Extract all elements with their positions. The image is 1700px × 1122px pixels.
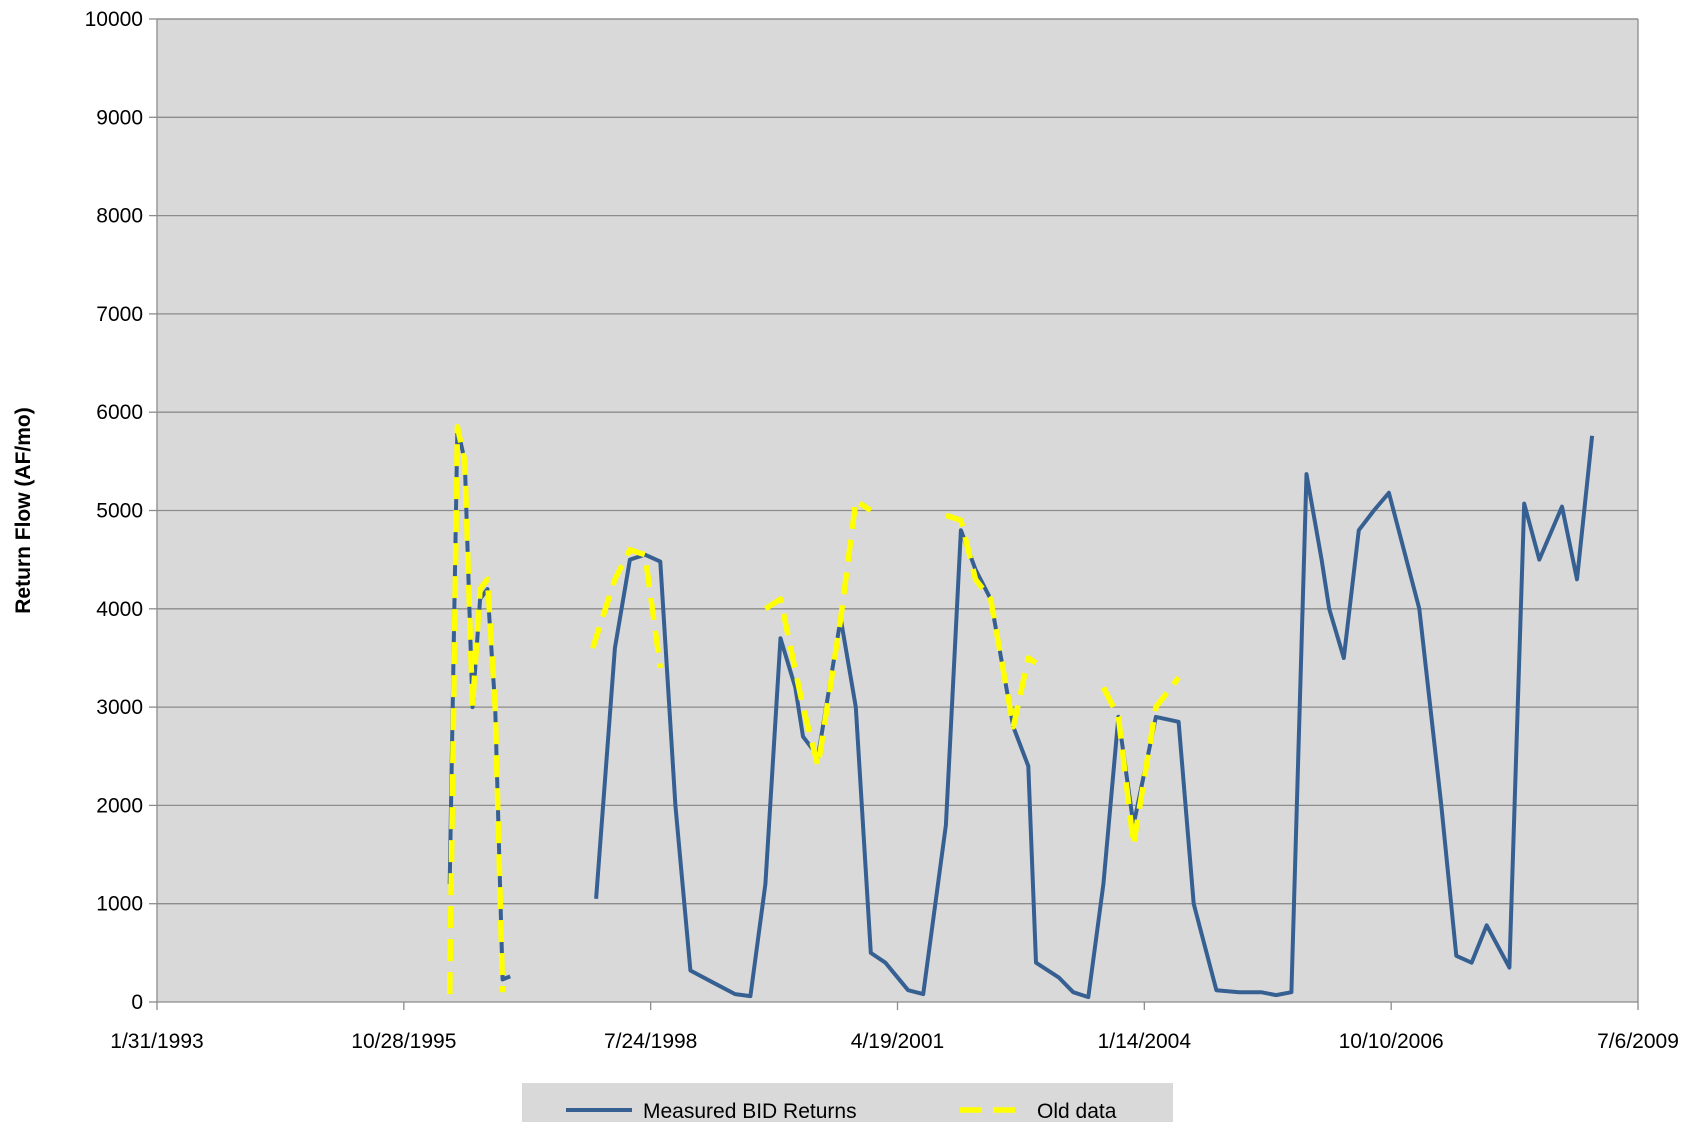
x-tick-label: 10/28/1995 bbox=[351, 1030, 456, 1053]
x-tick-label: 10/10/2006 bbox=[1339, 1030, 1444, 1053]
x-tick-label: 1/14/2004 bbox=[1098, 1030, 1192, 1053]
y-tick-label: 0 bbox=[131, 991, 143, 1014]
y-tick-label: 7000 bbox=[96, 303, 143, 326]
y-tick-label: 6000 bbox=[96, 401, 143, 424]
y-axis-title: Return Flow (AF/mo) bbox=[12, 407, 35, 613]
y-tick-label: 9000 bbox=[96, 106, 143, 129]
series-line-segment bbox=[590, 547, 664, 669]
series-old-data bbox=[446, 424, 1181, 995]
y-axis-tick-labels: 0 1000 2000 3000 4000 5000 6000 7000 8000 9000 100… bbox=[85, 8, 143, 1014]
x-tick-label: 7/6/2009 bbox=[1597, 1030, 1679, 1053]
series-line-segment bbox=[446, 424, 506, 995]
series-line-segment bbox=[763, 497, 873, 769]
y-tick-label: 4000 bbox=[96, 598, 143, 621]
series-line-segment bbox=[594, 435, 1595, 1000]
x-axis-tick-labels: 1/31/1993 10/28/1995 7/24/1998 4/19/2001 1/1… bbox=[110, 1030, 1679, 1053]
y-tick-label: 2000 bbox=[96, 794, 143, 817]
y-tick-label: 8000 bbox=[96, 205, 143, 228]
x-tick-label: 7/24/1998 bbox=[604, 1030, 697, 1053]
x-tick-label: 4/19/2001 bbox=[851, 1030, 944, 1053]
legend-label: Measured BID Returns bbox=[643, 1100, 857, 1122]
series-line-segment bbox=[945, 512, 1038, 730]
gridlines bbox=[157, 18, 1638, 905]
y-tick-label: 10000 bbox=[85, 8, 143, 31]
legend-box bbox=[522, 1083, 1173, 1122]
series-layer bbox=[446, 424, 1595, 1000]
y-tick-label: 3000 bbox=[96, 696, 143, 719]
x-tick-label: 1/31/1993 bbox=[110, 1030, 203, 1053]
legend: Measured BID Returns Old data bbox=[522, 1083, 1173, 1122]
y-tick-label: 5000 bbox=[96, 500, 143, 523]
axes bbox=[149, 18, 1639, 1010]
legend-label: Old data bbox=[1037, 1100, 1117, 1122]
series-line-segment bbox=[1100, 675, 1181, 848]
y-tick-label: 1000 bbox=[96, 893, 143, 916]
